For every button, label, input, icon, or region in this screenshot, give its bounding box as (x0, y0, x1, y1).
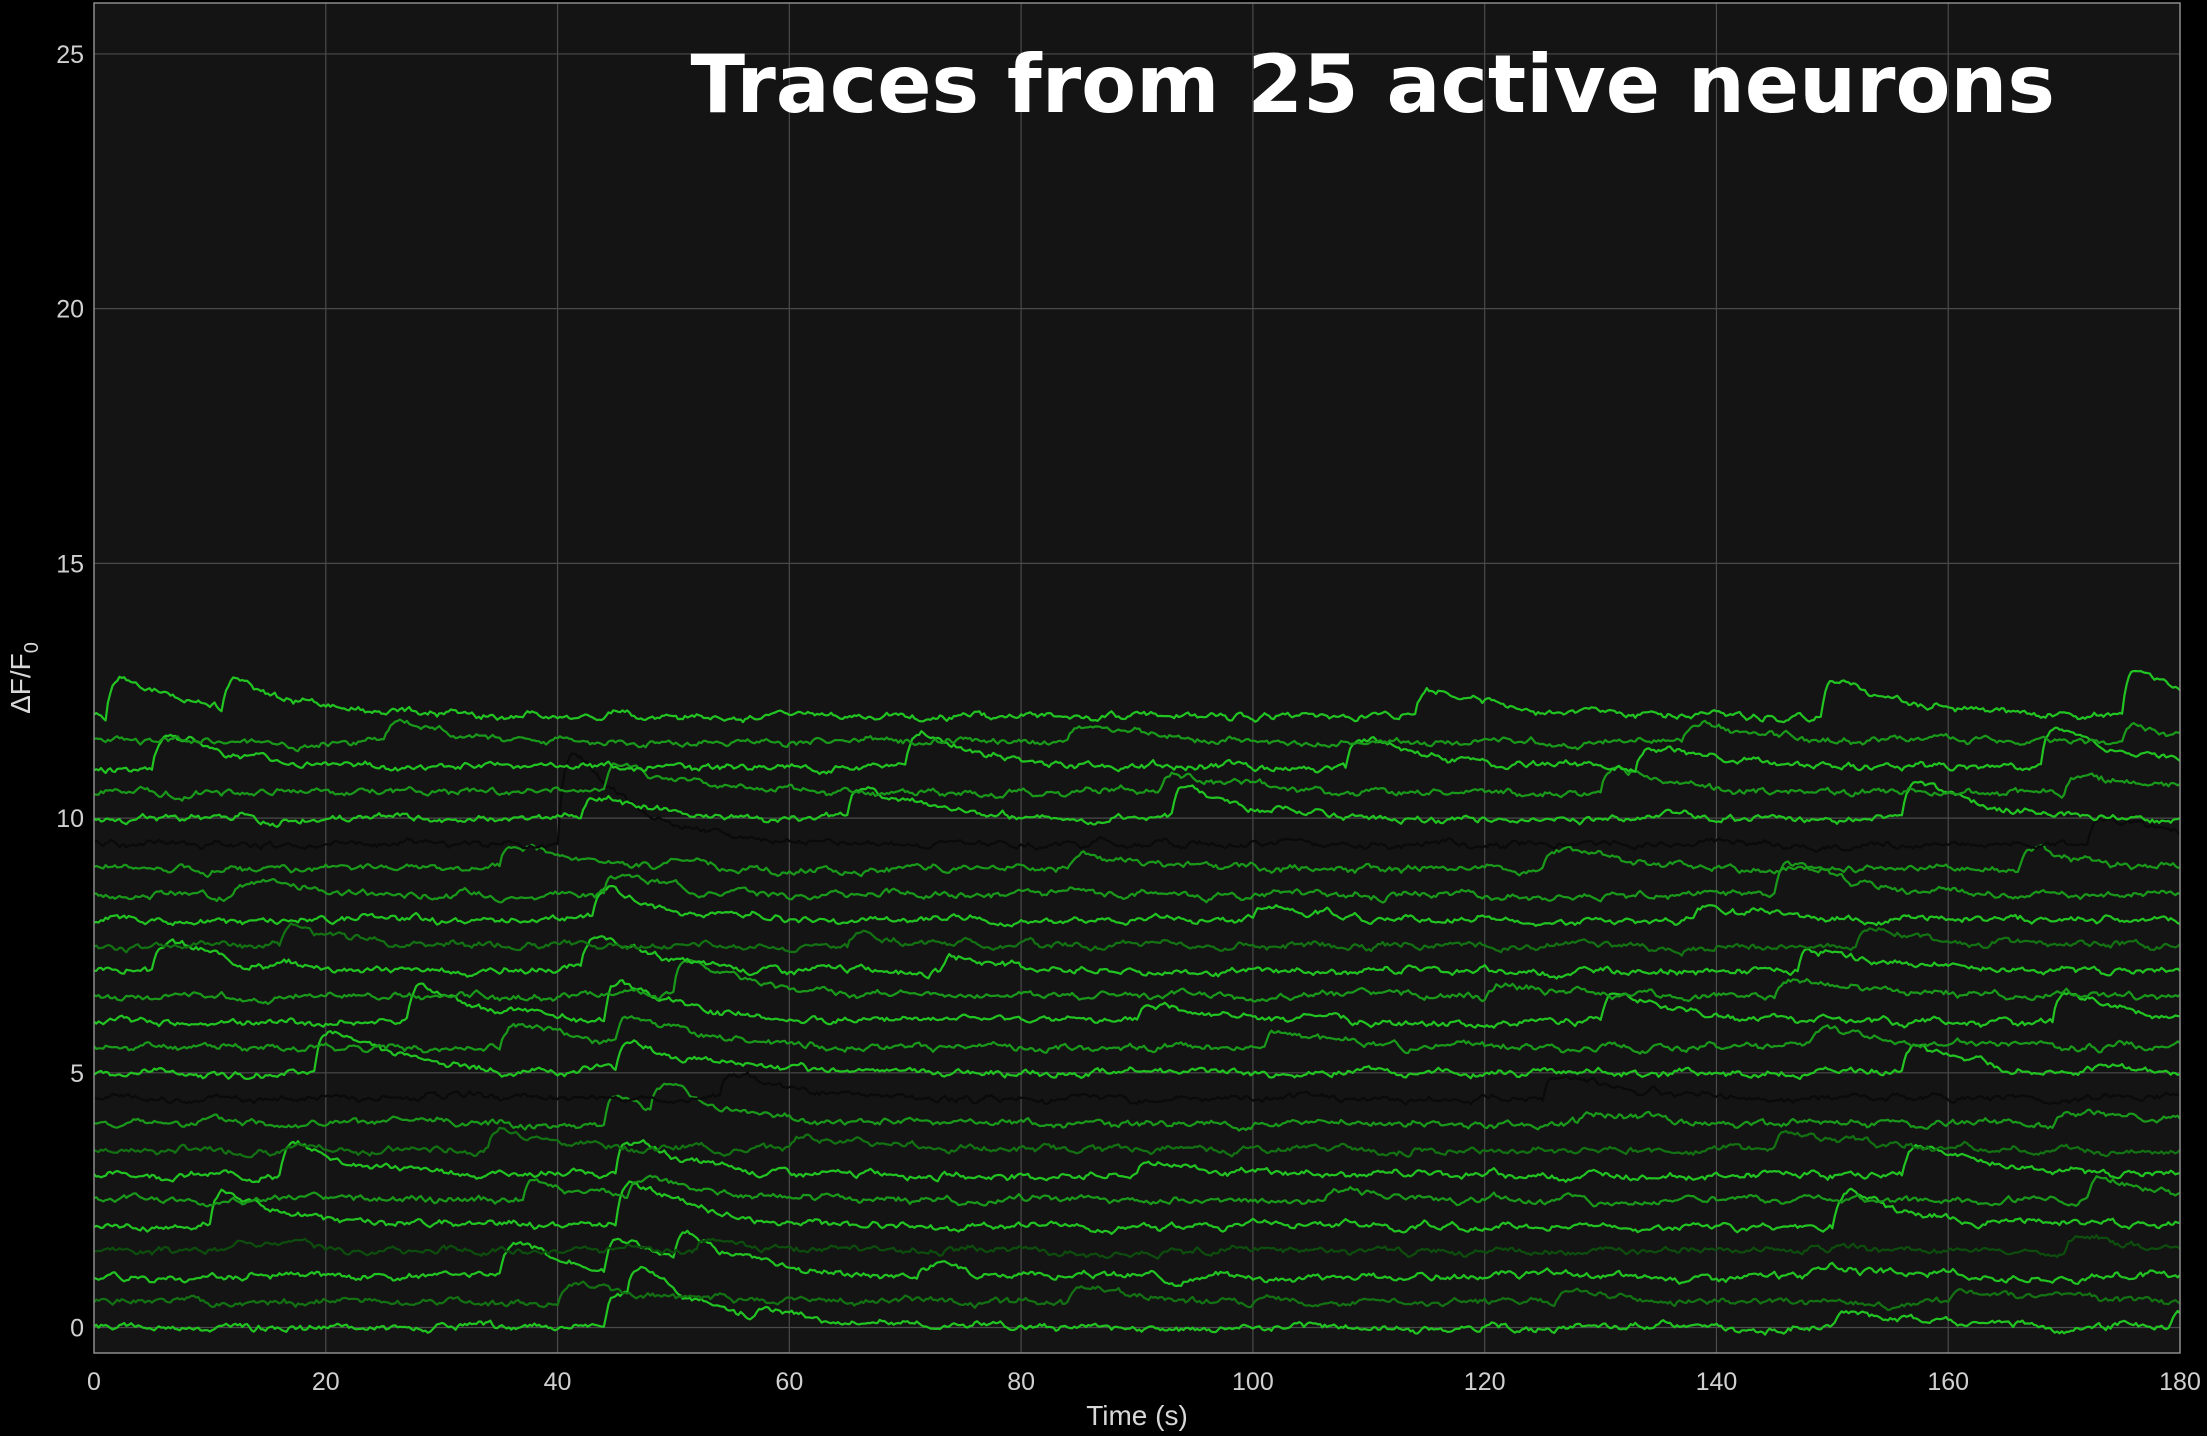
x-tick-label: 160 (1927, 1368, 1969, 1396)
y-tick-label: 5 (70, 1060, 84, 1088)
neuron-trace (93, 726, 2181, 776)
x-tick-label: 60 (775, 1368, 803, 1396)
neuron-trace (93, 1071, 2181, 1106)
x-tick-label: 80 (1007, 1368, 1035, 1396)
trace-series (93, 669, 2181, 1336)
x-tick-label: 180 (2159, 1368, 2201, 1396)
y-tick-label: 20 (56, 296, 84, 324)
neuron-trace (93, 1280, 2181, 1312)
neuron-trace (94, 935, 2181, 980)
y-tick-label: 10 (56, 805, 84, 833)
neuron-trace (93, 718, 2181, 753)
y-tick-label: 0 (70, 1315, 84, 1343)
y-axis-label-subscript: 0 (21, 642, 43, 653)
y-axis-label: ΔF/F0 (5, 642, 43, 714)
neuron-trace (93, 1015, 2181, 1055)
neuron-trace (93, 1126, 2181, 1159)
x-tick-label: 140 (1696, 1368, 1738, 1396)
neuron-trace (93, 958, 2181, 1006)
y-tick-labels: 0 5 10 15 20 25 (56, 41, 84, 1343)
neuron-trace (93, 1174, 2181, 1208)
neuron-trace (93, 1265, 2181, 1336)
neuron-trace (93, 669, 2181, 724)
plot-frame (93, 2, 2181, 1354)
chart-title: Traces from 25 active neurons (691, 38, 2055, 131)
neuron-trace (93, 1029, 2181, 1081)
neuron-trace (93, 922, 2181, 957)
x-tick-label: 20 (312, 1368, 340, 1396)
y-axis-label-main: ΔF/F (5, 653, 36, 714)
y-tick-label: 25 (56, 41, 84, 69)
y-tick-label: 15 (56, 550, 84, 578)
x-tick-label: 120 (1464, 1368, 1506, 1396)
neuron-trace (93, 843, 2181, 879)
grid-lines (94, 3, 2180, 1353)
neuron-trace (93, 1138, 2181, 1184)
x-axis-label: Time (s) (1086, 1400, 1188, 1431)
neuron-trace (93, 762, 2181, 802)
neuron-trace (93, 1180, 2181, 1236)
neuron-trace (93, 752, 2181, 854)
x-tick-label: 0 (87, 1368, 101, 1396)
x-tick-label: 40 (544, 1368, 572, 1396)
neuron-trace (93, 1229, 2181, 1288)
neuron-trace (93, 1234, 2181, 1260)
x-tick-label: 100 (1232, 1368, 1274, 1396)
plot-area (94, 3, 2180, 1353)
neuron-trace (93, 1082, 2181, 1132)
x-tick-labels: 0 20 40 60 80 100 120 140 160 180 (87, 1368, 2201, 1396)
neuron-trace (93, 884, 2181, 928)
neuron-trace (93, 780, 2181, 829)
neuron-trace (93, 860, 2181, 904)
